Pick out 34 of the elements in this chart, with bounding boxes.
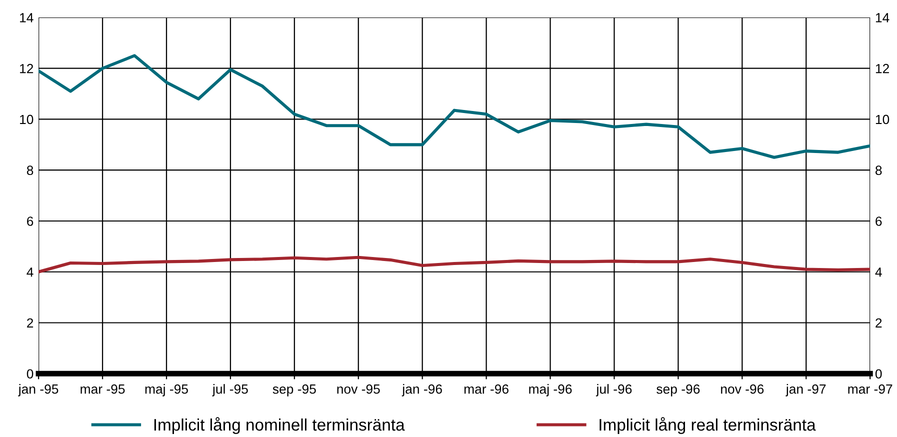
y2-tick-label: 12	[876, 64, 889, 74]
x-tick-label: mar -97	[848, 384, 892, 394]
x-tick-label: nov -95	[337, 384, 380, 394]
y-tick-label: 4	[26, 268, 34, 277]
y2-tick-label: 0	[875, 369, 882, 379]
y-tick-label: 14	[20, 13, 34, 22]
line-series	[38, 54, 870, 159]
x-tick-label: maj -96	[529, 384, 572, 396]
legend-label: Implicit lång real terminsränta	[600, 417, 816, 434]
y2-tick-label: 2	[876, 318, 882, 328]
x-tick-label: sep -95	[272, 384, 316, 396]
y-tick-label: 2	[27, 318, 34, 328]
y2-tick-label: 14	[876, 13, 890, 22]
x-tick-label: jul -96	[596, 384, 632, 396]
line-series	[38, 256, 870, 274]
x-tick-label: maj -95	[145, 384, 188, 396]
y2-tick-label: 8	[876, 166, 882, 176]
x-tick-label: jan -97	[786, 384, 826, 396]
y2-tick-label: 4	[875, 268, 882, 277]
y-tick-label: 12	[20, 64, 34, 74]
x-tick-label: nov -96	[721, 384, 764, 394]
y-tick-label: 6	[27, 216, 34, 226]
x-tick-label: mar -96	[464, 384, 508, 394]
x-tick-label: sep -96	[656, 384, 700, 396]
y-tick-label: 0	[26, 369, 34, 379]
x-tick-label: mar -95	[80, 384, 125, 394]
y2-tick-label: 6	[876, 216, 882, 226]
x-tick-label: jan -96	[402, 384, 442, 396]
legend-label: Implicit lång nominell terminsränta	[154, 417, 405, 434]
x-tick-label: jan -95	[18, 384, 58, 396]
y-tick-label: 10	[20, 114, 34, 124]
y2-tick-label: 10	[876, 114, 890, 124]
x-tick-label: jul -95	[212, 384, 248, 396]
y-tick-label: 8	[26, 166, 34, 176]
